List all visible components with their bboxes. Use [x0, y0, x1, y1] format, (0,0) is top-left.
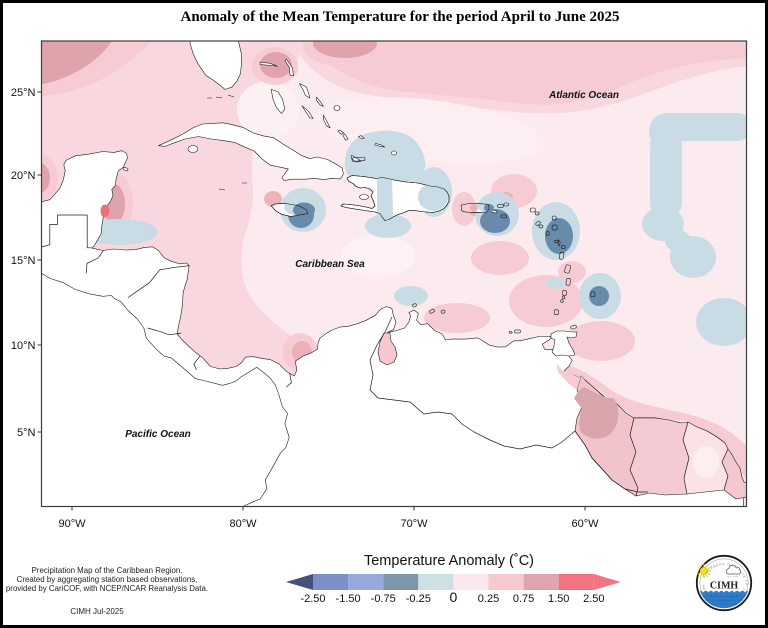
- svg-text:-0.25: -0.25: [406, 593, 431, 605]
- svg-text:10°N: 10°N: [11, 340, 36, 352]
- svg-text:15°N: 15°N: [11, 255, 36, 267]
- svg-text:0.25: 0.25: [478, 593, 499, 605]
- svg-text:-0.75: -0.75: [371, 593, 396, 605]
- svg-text:1.50: 1.50: [548, 593, 569, 605]
- svg-text:Pacific Ocean: Pacific Ocean: [125, 429, 191, 440]
- svg-text:0.75: 0.75: [513, 593, 534, 605]
- svg-text:70°W: 70°W: [400, 518, 428, 530]
- svg-text:0: 0: [450, 589, 458, 605]
- svg-text:5°N: 5°N: [17, 427, 36, 439]
- svg-text:80°W: 80°W: [229, 518, 257, 530]
- svg-text:2.50: 2.50: [583, 593, 604, 605]
- svg-text:Precipitation Map of the Carib: Precipitation Map of the Caribbean Regio…: [32, 566, 183, 575]
- svg-text:CIMH: CIMH: [710, 581, 739, 592]
- svg-text:20°N: 20°N: [11, 170, 36, 182]
- svg-text:Created by aggregating station: Created by aggregating station based obs…: [17, 575, 198, 584]
- svg-text:Atlantic Ocean: Atlantic Ocean: [548, 90, 619, 101]
- svg-text:90°W: 90°W: [58, 518, 86, 530]
- svg-text:-2.50: -2.50: [300, 593, 325, 605]
- svg-text:Temperature Anomaly (˚C): Temperature Anomaly (˚C): [364, 553, 534, 569]
- svg-text:25°N: 25°N: [11, 87, 36, 99]
- svg-text:Caribbean Sea: Caribbean Sea: [295, 259, 365, 270]
- svg-text:provided by CariCOF, with NCEP: provided by CariCOF, with NCEP/NCAR Rean…: [6, 584, 208, 593]
- svg-text:-1.50: -1.50: [336, 593, 361, 605]
- svg-text:60°W: 60°W: [571, 518, 599, 530]
- svg-text:CIMH Jul-2025: CIMH Jul-2025: [70, 607, 124, 616]
